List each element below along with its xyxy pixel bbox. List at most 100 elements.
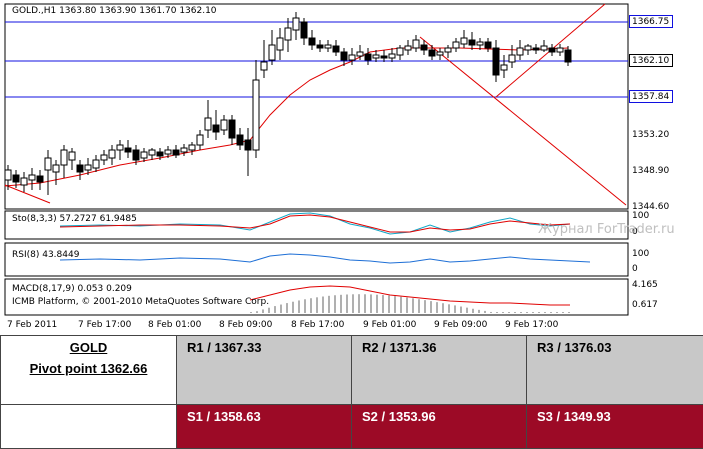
candle-body — [77, 165, 83, 172]
macd-bar — [376, 295, 378, 313]
symbol-title: GOLD — [1, 340, 176, 355]
rsi-axis-min: 0 — [632, 264, 638, 274]
candle-body — [453, 42, 459, 48]
chart-header: GOLD.,H1 1363.80 1363.90 1361.70 1362.10 — [12, 6, 217, 16]
time-label: 7 Feb 2011 — [7, 320, 57, 330]
price-chart[interactable]: 1353.20 1348.90 1344.60 GOLD.,H1 1363.80… — [0, 0, 703, 335]
candle-body — [533, 48, 539, 50]
macd-bar — [442, 303, 444, 313]
candle-body — [149, 150, 155, 155]
candle-body — [109, 150, 115, 158]
macd-bar — [412, 298, 414, 313]
candle-body — [261, 62, 267, 70]
candle-body — [173, 150, 179, 155]
macd-bar — [532, 312, 534, 313]
candle-body — [541, 46, 547, 50]
time-label: 8 Feb 09:00 — [219, 320, 272, 330]
candle-body — [381, 56, 387, 58]
macd-bar — [550, 312, 552, 313]
s3-cell: S3 / 1349.93 — [527, 405, 703, 449]
candle-body — [245, 140, 251, 150]
r2-label: R2 / 1371.36 — [352, 336, 526, 355]
macd-bar — [496, 312, 498, 313]
macd-bar — [556, 312, 558, 313]
candle-body — [157, 152, 163, 156]
time-label: 9 Feb 01:00 — [363, 320, 416, 330]
macd-bar — [298, 300, 300, 313]
candle-body — [461, 38, 467, 44]
candle-body — [477, 42, 483, 45]
candle-body — [45, 158, 51, 170]
macd-bar — [256, 311, 258, 313]
candle-body — [125, 148, 131, 152]
macd-bar — [310, 298, 312, 313]
candle-body — [525, 46, 531, 50]
s2-cell: S2 / 1353.96 — [352, 405, 527, 449]
candle-body — [365, 54, 371, 60]
time-label: 8 Feb 01:00 — [148, 320, 201, 330]
candle-body — [549, 48, 555, 52]
macd-bar — [418, 299, 420, 313]
macd-bar — [400, 297, 402, 313]
macd-bar — [568, 312, 570, 313]
r3-label: R3 / 1376.03 — [527, 336, 703, 355]
pivot-point-label: Pivot point 1362.66 — [1, 361, 176, 376]
candle-body — [317, 45, 323, 48]
macd-bar — [436, 302, 438, 313]
candle-body — [421, 45, 427, 50]
time-label: 9 Feb 09:00 — [434, 320, 487, 330]
candle-body — [325, 45, 331, 48]
macd-bar — [352, 294, 354, 313]
macd-bar — [544, 312, 546, 313]
candle-body — [69, 152, 75, 160]
candle-body — [285, 28, 291, 40]
candle-body — [301, 22, 307, 38]
candle-body — [357, 52, 363, 56]
candle-body — [509, 55, 515, 62]
rsi-axis-max: 100 — [632, 249, 649, 259]
candle-body — [373, 55, 379, 58]
candle-body — [21, 178, 27, 185]
candle-body — [277, 38, 283, 50]
macd-bar — [490, 312, 492, 313]
macd-bar — [328, 296, 330, 313]
candle-body — [165, 150, 171, 154]
macd-bar — [250, 312, 252, 313]
time-label: 8 Feb 17:00 — [291, 320, 344, 330]
pivot-table: GOLD Pivot point 1362.66 R1 / 1367.33 R2… — [0, 335, 703, 449]
macd-bar — [448, 304, 450, 313]
candle-body — [29, 175, 35, 180]
candle-body — [485, 42, 491, 48]
macd-bar — [394, 296, 396, 313]
candle-body — [253, 80, 259, 150]
s1-label: S1 / 1358.63 — [177, 405, 351, 424]
price-tag-current: 1362.10 — [629, 54, 673, 67]
rsi-label: RSI(8) 43.8449 — [12, 250, 79, 260]
candle-body — [37, 176, 43, 182]
main-panel-frame — [5, 4, 628, 209]
time-label: 9 Feb 17:00 — [505, 320, 558, 330]
price-tick-1348: 1348.90 — [632, 166, 669, 176]
r1-cell: R1 / 1367.33 — [177, 336, 352, 405]
macd-bar — [304, 299, 306, 313]
macd-bar — [358, 294, 360, 313]
macd-bar — [484, 311, 486, 313]
candle-body — [397, 48, 403, 55]
r1-label: R1 / 1367.33 — [177, 336, 351, 355]
candle-body — [197, 135, 203, 145]
candle-body — [189, 145, 195, 150]
macd-bar — [508, 312, 510, 313]
macd-axis-min: 0.617 — [632, 300, 658, 310]
candle-body — [117, 145, 123, 150]
candle-body — [333, 46, 339, 52]
macd-bar — [478, 310, 480, 313]
macd-bar — [340, 295, 342, 313]
macd-bar — [538, 312, 540, 313]
candle-body — [557, 48, 563, 52]
copyright-label: ICMB Platform, © 2001-2010 MetaQuotes So… — [12, 297, 269, 307]
macd-bar — [382, 295, 384, 313]
macd-bar — [502, 312, 504, 313]
empty-cell — [1, 405, 177, 449]
s1-cell: S1 / 1358.63 — [177, 405, 352, 449]
candle-body — [141, 152, 147, 158]
